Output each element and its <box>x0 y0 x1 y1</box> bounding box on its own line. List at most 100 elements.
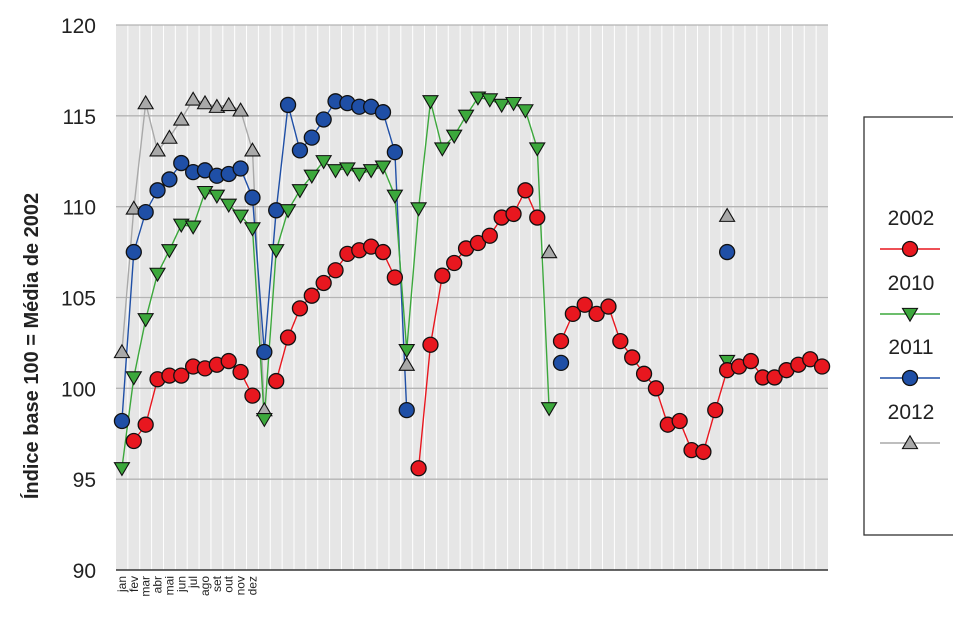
data-point-2010 <box>433 142 451 157</box>
data-point-2010 <box>220 198 238 214</box>
data-point-2011 <box>315 111 332 128</box>
data-point-2012 <box>172 111 190 126</box>
x-tick-label: jul <box>186 576 200 589</box>
data-point-2002 <box>647 380 665 397</box>
series-markers <box>113 91 831 477</box>
data-point-2010 <box>208 189 226 204</box>
x-tick-label: fev <box>127 576 141 592</box>
data-point-2011 <box>232 160 249 177</box>
y-axis-title: Índice base 100 = Média de 2002 <box>20 193 43 499</box>
y-tick-label: 90 <box>73 560 96 583</box>
data-point-2010 <box>172 218 190 234</box>
legend-box <box>863 116 953 536</box>
data-point-2010 <box>422 95 439 110</box>
data-point-2012 <box>113 343 131 359</box>
legend-marker-2011 <box>901 369 919 387</box>
data-point-2002 <box>576 296 593 313</box>
data-point-2011 <box>552 354 570 372</box>
data-point-2012 <box>184 91 202 106</box>
data-point-2011 <box>149 182 166 199</box>
y-axis-tick-labels: 90 95 100 105 110 115 120 <box>61 15 96 583</box>
data-point-2012 <box>232 102 250 117</box>
data-point-2010 <box>267 244 285 259</box>
data-point-2002 <box>291 300 309 317</box>
data-point-2010 <box>255 413 273 428</box>
y-tick-label: 115 <box>63 106 96 129</box>
data-point-2002 <box>505 205 522 223</box>
data-point-2012 <box>540 243 558 259</box>
data-point-2010 <box>350 167 368 183</box>
data-point-2011 <box>244 189 261 206</box>
data-point-2010 <box>279 204 297 219</box>
data-point-2002 <box>517 182 534 199</box>
data-point-2010 <box>232 209 250 224</box>
data-point-2002 <box>600 298 617 315</box>
x-tick-label: ago <box>198 576 212 596</box>
data-point-2002 <box>220 352 237 370</box>
data-point-2002 <box>125 432 142 450</box>
legend-label: 2012 <box>888 401 935 424</box>
data-point-2011 <box>386 144 404 161</box>
data-point-2010 <box>149 267 166 283</box>
data-point-2012 <box>160 129 178 144</box>
data-point-2002 <box>624 349 641 366</box>
data-point-2012 <box>125 200 143 215</box>
data-point-2002 <box>268 372 285 390</box>
data-point-2011 <box>256 343 273 361</box>
data-point-2012 <box>208 98 226 113</box>
data-point-2010 <box>410 202 428 217</box>
data-point-2010 <box>113 462 131 477</box>
data-point-2010 <box>303 169 321 184</box>
y-tick-label: 110 <box>63 197 96 220</box>
data-point-2002 <box>469 234 487 252</box>
data-point-2010 <box>445 129 463 145</box>
data-point-2012 <box>244 142 261 157</box>
data-point-2002 <box>612 332 629 350</box>
legend-marker-2002 <box>901 240 919 258</box>
data-point-2010 <box>457 109 475 125</box>
data-point-2011 <box>125 243 142 261</box>
data-point-2002 <box>173 367 190 384</box>
data-point-2010 <box>374 160 392 175</box>
x-tick-label: mar <box>139 576 153 597</box>
x-tick-label: abr <box>151 576 165 593</box>
legend-label: 2010 <box>888 272 935 295</box>
data-point-2002 <box>244 387 261 404</box>
y-tick-label: 100 <box>61 378 96 401</box>
data-point-2010 <box>469 91 487 106</box>
data-point-2010 <box>160 244 178 259</box>
legend-marker-2012 <box>901 434 919 450</box>
data-point-2002 <box>410 460 427 477</box>
x-tick-label: dez <box>245 576 259 595</box>
data-point-2010 <box>327 164 344 179</box>
data-point-2011 <box>398 401 415 419</box>
legend-label: 2002 <box>888 207 935 230</box>
data-point-2010 <box>315 155 333 170</box>
data-point-2011 <box>718 243 736 261</box>
y-tick-label: 105 <box>61 288 96 311</box>
data-point-2010 <box>481 93 499 108</box>
data-point-2002 <box>386 269 404 286</box>
data-point-2002 <box>315 274 332 292</box>
data-point-2010 <box>125 371 143 386</box>
x-tick-label: jan <box>115 576 129 593</box>
data-point-2011 <box>291 142 309 159</box>
data-point-2010 <box>244 222 261 237</box>
data-point-2002 <box>564 305 582 323</box>
data-point-2010 <box>718 354 736 370</box>
data-point-2012 <box>149 142 166 157</box>
data-point-2011 <box>279 96 297 114</box>
data-point-2002 <box>481 227 498 244</box>
data-point-2010 <box>362 164 380 179</box>
legend-label: 2011 <box>888 336 933 359</box>
data-point-2010 <box>137 313 155 328</box>
x-tick-label: mai <box>162 576 176 595</box>
data-point-2002 <box>434 267 451 284</box>
data-point-2002 <box>588 305 605 323</box>
data-point-2002 <box>802 351 819 368</box>
data-point-2010 <box>184 220 202 235</box>
data-point-2002 <box>327 262 344 279</box>
data-point-2010 <box>528 142 546 157</box>
